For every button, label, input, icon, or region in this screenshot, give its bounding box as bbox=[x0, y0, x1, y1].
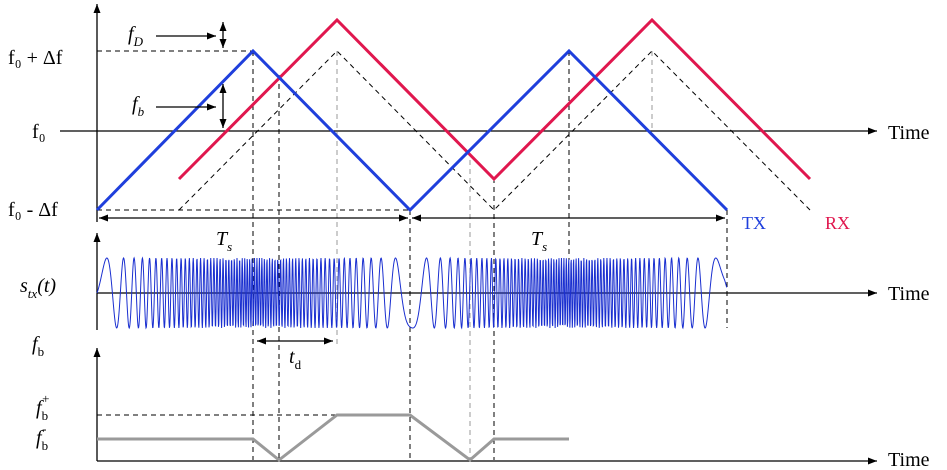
stx-label: stx(t) bbox=[20, 275, 56, 301]
fb-minus-label: fb- bbox=[36, 421, 48, 453]
chirp-signal bbox=[96, 256, 728, 330]
f0-label: f₀ bbox=[32, 121, 46, 143]
td-label: td bbox=[289, 346, 302, 372]
time-label-bot: Time bbox=[888, 449, 930, 470]
ts-label-1: Ts bbox=[216, 228, 232, 254]
fb-axis-label: fb bbox=[32, 333, 44, 359]
rx-ramp bbox=[177, 17, 812, 182]
ts-label-2: Ts bbox=[531, 228, 547, 254]
fd-label: fD bbox=[128, 23, 144, 49]
tx-label: TX bbox=[742, 213, 766, 233]
beat-frequency-curve bbox=[97, 413, 569, 462]
fb-plus-label: fb+ bbox=[36, 391, 49, 423]
tx-ramp bbox=[95, 48, 729, 213]
fb-label: fb bbox=[132, 93, 145, 119]
time-label-top: Time bbox=[888, 122, 930, 144]
f0-minus-df-label: f₀ - Δf bbox=[8, 199, 58, 221]
rx-label: RX bbox=[825, 213, 850, 233]
time-label-mid: Time bbox=[888, 283, 930, 305]
f0-plus-df-label: f₀ + Δf bbox=[8, 47, 63, 69]
